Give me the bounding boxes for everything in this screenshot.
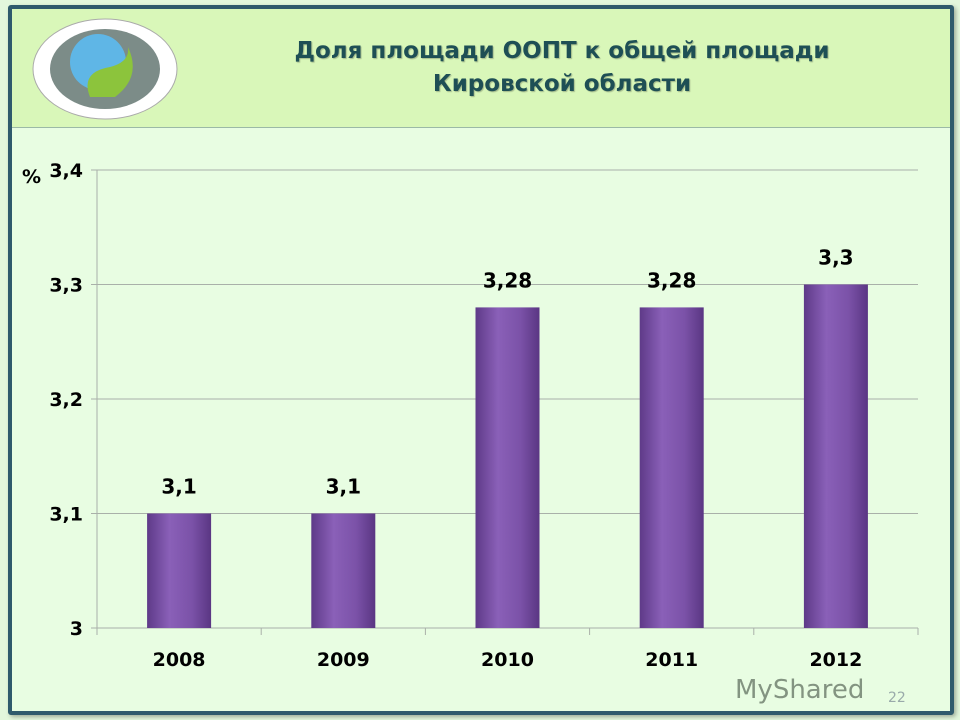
data-label: 3,3 <box>818 246 853 270</box>
y-tick-label: 3,4 <box>49 160 83 182</box>
department-logo <box>32 18 178 120</box>
bar-2008 <box>147 513 212 628</box>
page-number: 22 <box>888 690 906 706</box>
x-tick-label: 2011 <box>645 649 698 671</box>
x-tick-label: 2009 <box>317 649 370 671</box>
y-axis-label: % <box>22 166 41 188</box>
y-tick-label: 3,1 <box>49 504 83 526</box>
title-line-2: Кировской области <box>432 71 692 97</box>
y-tick-label: 3 <box>70 618 83 640</box>
bar-2010 <box>475 307 540 628</box>
bar-2011 <box>639 307 704 628</box>
y-tick-label: 3,3 <box>49 275 83 297</box>
slide-header: Доля площади ООПТ к общей площади Кировс… <box>12 9 950 128</box>
x-tick-label: 2008 <box>153 649 206 671</box>
x-tick-label: 2012 <box>809 649 862 671</box>
data-label: 3,28 <box>483 268 532 292</box>
data-label: 3,1 <box>326 475 361 499</box>
data-label: 3,1 <box>161 475 196 499</box>
y-tick-label: 3,2 <box>49 389 83 411</box>
x-tick-label: 2010 <box>481 649 534 671</box>
slide-title: Доля площади ООПТ к общей площади Кировс… <box>192 35 932 101</box>
data-label: 3,28 <box>647 268 696 292</box>
bar-2009 <box>311 513 376 628</box>
watermark: MyShared <box>735 675 865 705</box>
title-line-1: Доля площади ООПТ к общей площади <box>294 38 830 64</box>
bar-2012 <box>803 284 868 628</box>
